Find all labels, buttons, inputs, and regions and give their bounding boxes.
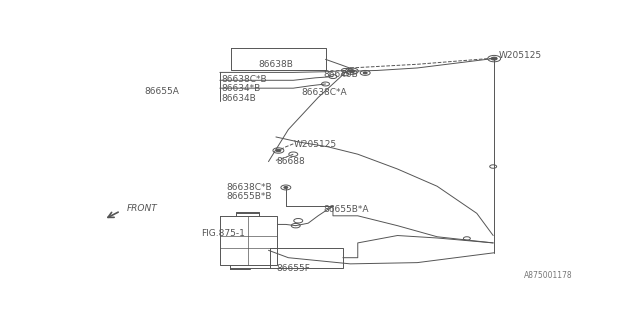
Text: W205125: W205125 (293, 140, 337, 149)
Text: FRONT: FRONT (127, 204, 158, 213)
Text: 86638B: 86638B (259, 60, 293, 69)
Circle shape (491, 57, 497, 60)
Text: 86638C*A: 86638C*A (301, 88, 348, 97)
Text: 86655A: 86655A (145, 87, 179, 96)
Circle shape (364, 72, 367, 74)
Text: 86688: 86688 (276, 157, 305, 166)
Text: 86638C*B: 86638C*B (227, 183, 272, 192)
Circle shape (276, 149, 281, 152)
Text: 86634B: 86634B (221, 94, 256, 103)
Text: 86640B: 86640B (323, 70, 358, 79)
Text: 86655B*A: 86655B*A (323, 205, 369, 214)
Text: 86634*B: 86634*B (221, 84, 260, 93)
Text: A875001178: A875001178 (524, 271, 573, 280)
Text: 86638C*B: 86638C*B (221, 75, 267, 84)
Circle shape (349, 70, 355, 73)
Circle shape (284, 187, 288, 188)
Text: 86655F: 86655F (276, 264, 310, 273)
Text: W205125: W205125 (499, 51, 542, 60)
Text: FIG.875-1: FIG.875-1 (202, 228, 245, 237)
Text: 86655B*B: 86655B*B (227, 192, 272, 201)
